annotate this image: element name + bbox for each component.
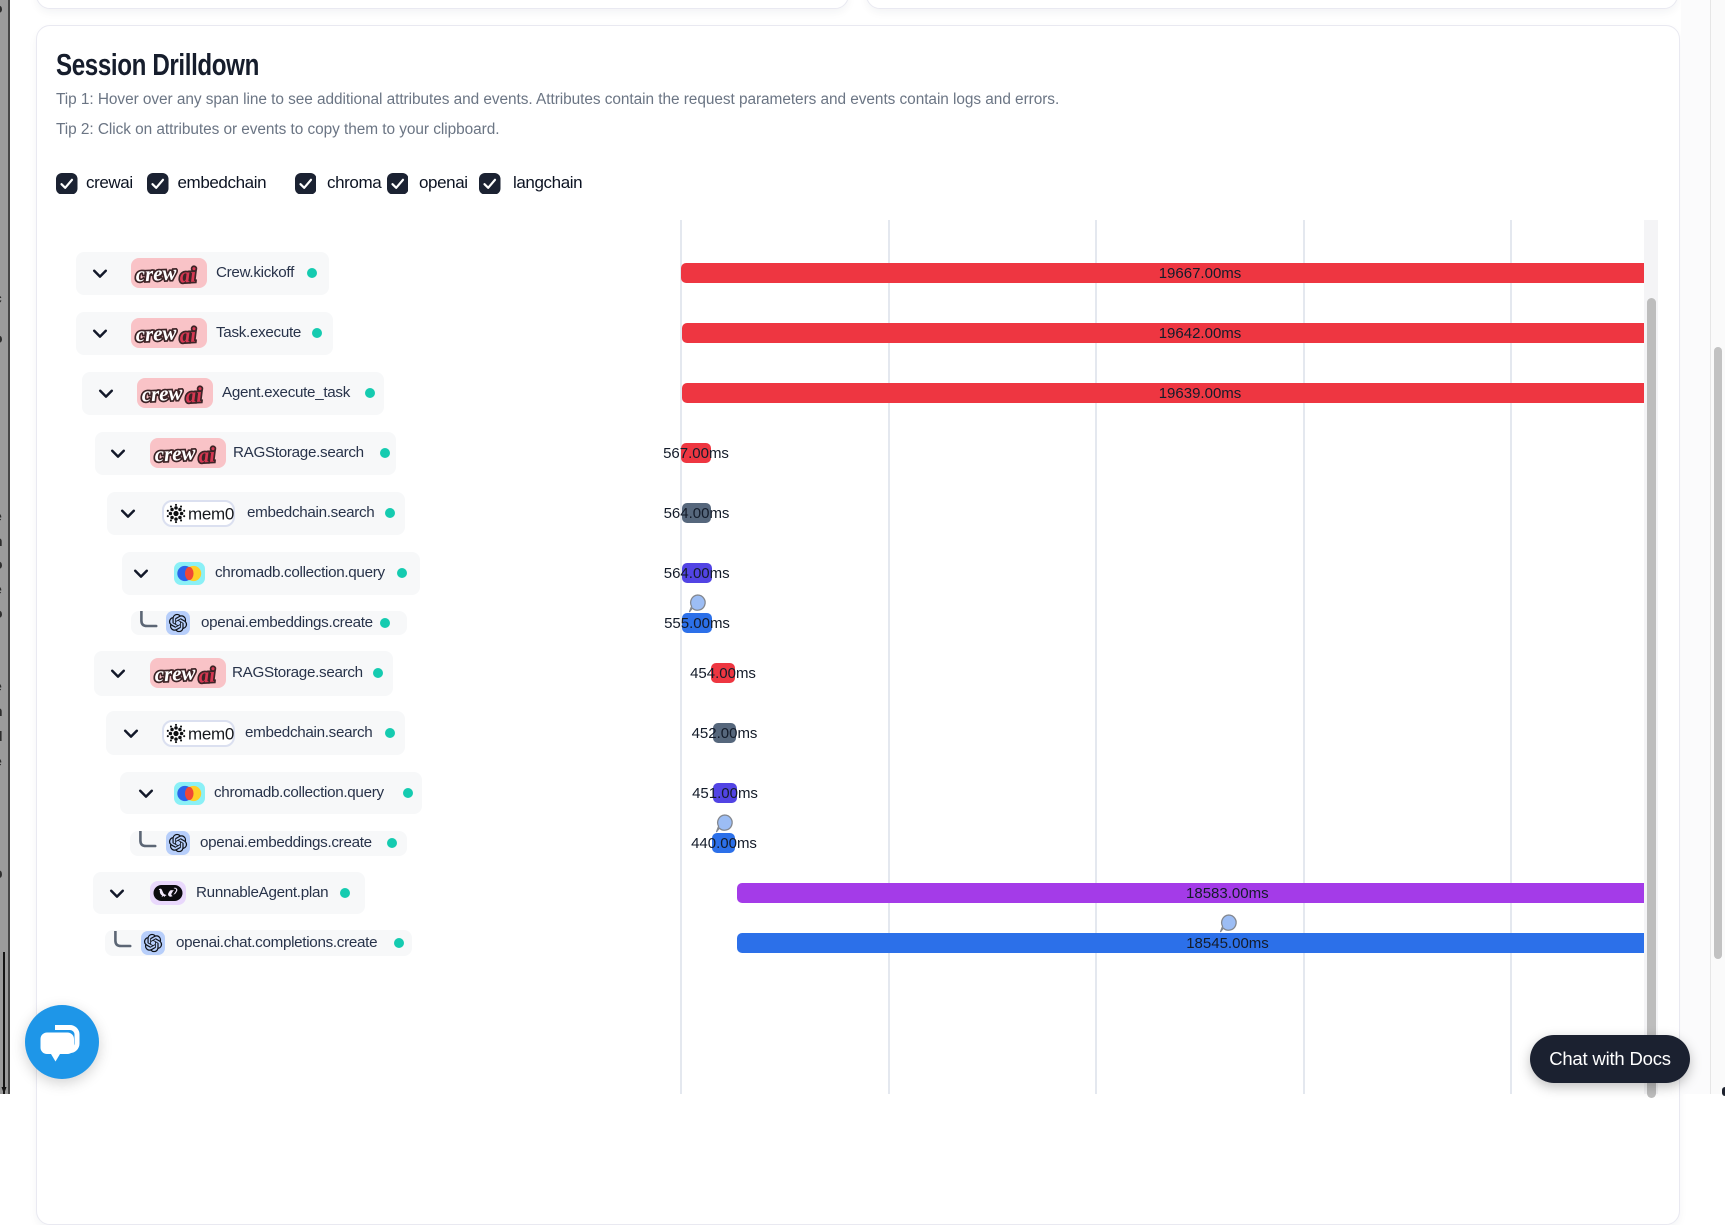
svg-text:ai: ai [179, 323, 197, 348]
svg-text:crew: crew [135, 260, 178, 286]
svg-text:crew: crew [154, 660, 197, 686]
svg-text:crew: crew [154, 440, 197, 466]
svg-text:ai: ai [179, 263, 197, 288]
svg-text:ai: ai [198, 663, 216, 688]
svg-text:mem0: mem0 [188, 504, 234, 523]
svg-text:mem0: mem0 [188, 724, 234, 743]
svg-text:ai: ai [198, 443, 216, 468]
svg-text:crew: crew [141, 380, 184, 406]
svg-text:crew: crew [135, 320, 178, 346]
svg-text:ai: ai [185, 383, 203, 408]
